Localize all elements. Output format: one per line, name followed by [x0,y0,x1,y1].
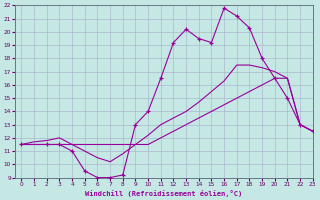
X-axis label: Windchill (Refroidissement éolien,°C): Windchill (Refroidissement éolien,°C) [85,190,243,197]
